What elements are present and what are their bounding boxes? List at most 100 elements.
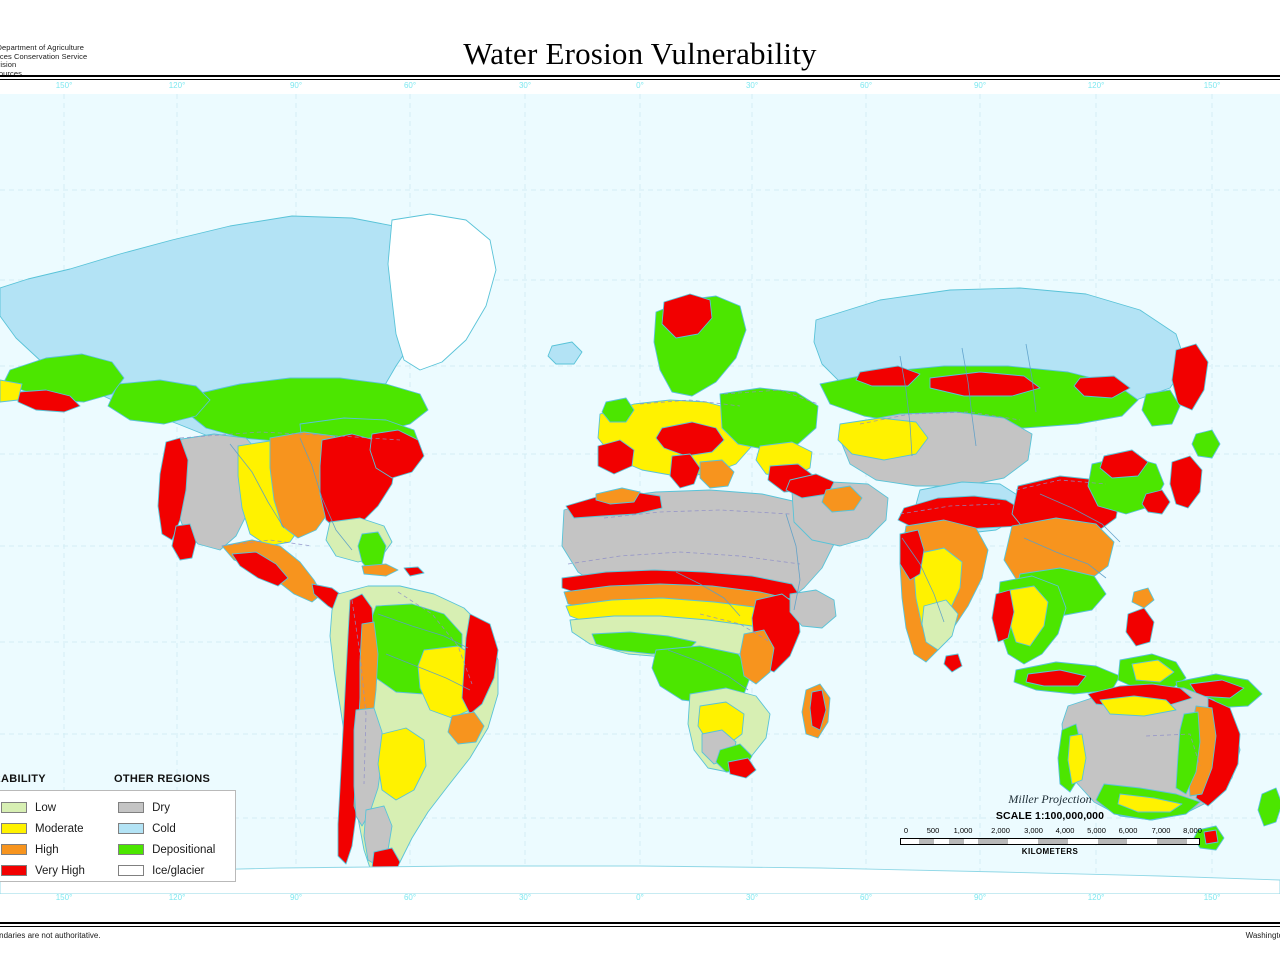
footer-divider-thin: [0, 926, 1280, 927]
longitude-label-3-top: 60°: [403, 81, 417, 90]
legend-label-high: High: [35, 843, 59, 856]
legend-item-moderate[interactable]: Moderate: [1, 818, 104, 839]
longitude-label-0-bottom: 150°: [55, 893, 73, 902]
legend-label-moderate: Moderate: [35, 822, 84, 835]
legend-column-vulnerability: Low Moderate High Very High: [0, 791, 104, 881]
longitude-label-10-top: 150°: [1203, 81, 1221, 90]
footer-disclaimer: Political boundaries are not authoritati…: [0, 931, 101, 940]
scale-tick-3000: 3,000: [1024, 826, 1043, 835]
rivers: [229, 343, 1121, 691]
legend-item-cold[interactable]: Cold: [118, 818, 235, 839]
scale-seg-6: [1157, 839, 1188, 844]
asia: [785, 287, 1263, 709]
swatch-high: [1, 844, 27, 855]
swatch-moderate: [1, 823, 27, 834]
legend-item-low[interactable]: Low: [1, 797, 104, 818]
scale-seg-3: [978, 839, 1009, 844]
legend-item-very-high[interactable]: Very High: [1, 860, 104, 881]
legend-item-high[interactable]: High: [1, 839, 104, 860]
agency-line-1: United States Department of Agriculture: [0, 43, 85, 52]
agency-line-2: Natural Resources Conservation Service: [0, 51, 88, 61]
swatch-cold: [118, 823, 145, 834]
swatch-depositional: [118, 844, 145, 855]
legend-label-ice-glacier: Ice/glacier: [152, 864, 205, 877]
scale-seg-5: [1097, 839, 1128, 844]
scale-tick-500: 500: [926, 826, 940, 835]
longitude-label-1-top: 120°: [168, 81, 186, 90]
australia-oceania: [1057, 683, 1280, 851]
scale-tick-labels: 0 500 1,000 2,000 3,000 4,000 5,000 6,00…: [900, 826, 1202, 837]
scale-block: Miller Projection SCALE 1:100,000,000 0 …: [900, 792, 1202, 856]
agency-credit: United States Department of Agriculture …: [0, 43, 88, 78]
projection-label: Miller Projection: [1008, 792, 1092, 806]
header-divider-thick: [0, 75, 1280, 77]
legend-label-dry: Dry: [152, 801, 170, 814]
legend-label-very-high: Very High: [35, 864, 85, 877]
longitude-label-1-bottom: 120°: [168, 893, 186, 902]
legend-title-vulnerability: VULNERABILITY: [0, 773, 46, 785]
europe: [547, 293, 819, 493]
legend-item-ice-glacier[interactable]: Ice/glacier: [118, 860, 235, 881]
legend-label-low: Low: [35, 801, 57, 814]
longitude-label-2-bottom: 90°: [289, 893, 303, 902]
longitude-label-5-top: 0°: [636, 81, 644, 90]
footer-divider-thick: [0, 922, 1280, 924]
scale-tick-6000: 6,000: [1118, 826, 1138, 835]
legend-column-other-regions: Dry Cold Depositional Ice/glacier: [104, 791, 235, 881]
longitude-label-9-bottom: 120°: [1087, 893, 1105, 902]
world-map-svg[interactable]: [0, 94, 1280, 894]
page-title: Water Erosion Vulnerability: [463, 36, 817, 71]
swatch-dry: [118, 802, 145, 813]
scale-seg-4: [1038, 839, 1068, 844]
longitude-label-6-bottom: 30°: [745, 893, 759, 902]
map-header: United States Department of Agriculture …: [0, 0, 1280, 80]
map-frame: 150° 120° 90° 60° 30° 0° 30° 60° 90° 120° 150° 150…: [0, 80, 1280, 908]
scale-bar: [900, 838, 1200, 845]
scale-seg-2: [948, 839, 964, 844]
longitude-label-9-top: 120°: [1087, 81, 1105, 90]
map-legend: Low Moderate High Very High Dry Co: [0, 790, 236, 882]
agency-line-4: World Soil Resources: [0, 68, 22, 78]
antarctica: [0, 865, 1280, 894]
longitude-label-4-bottom: 30°: [518, 893, 532, 902]
scale-tick-4000: 4,000: [1055, 826, 1075, 835]
longitude-label-7-top: 60°: [859, 81, 873, 90]
scale-tick-5000: 5,000: [1087, 826, 1106, 835]
legend-label-cold: Cold: [152, 822, 176, 835]
africa: [561, 487, 837, 779]
longitude-ruler-bottom: 150° 120° 90° 60° 30° 0° 30° 60° 90° 120° 150°: [0, 892, 1280, 908]
political-borders: [179, 389, 1201, 785]
scale-units-label: KILOMETERS: [1021, 847, 1079, 856]
legend-label-depositional: Depositional: [152, 843, 216, 856]
legend-title-other-regions: OTHER REGIONS: [114, 773, 211, 785]
longitude-label-7-bottom: 60°: [859, 893, 873, 902]
legend-item-depositional[interactable]: Depositional: [118, 839, 235, 860]
longitude-label-0-top: 150°: [55, 81, 73, 90]
agency-line-3: Soil Survey Division: [0, 60, 17, 70]
longitude-label-4-top: 30°: [518, 81, 532, 90]
header-divider-thin: [0, 78, 1280, 80]
scale-seg-1: [918, 839, 934, 844]
swatch-ice-glacier: [118, 865, 145, 876]
swatch-low: [1, 802, 27, 813]
north-america: [0, 213, 497, 617]
scale-tick-8000: 8,000: [1183, 826, 1202, 835]
swatch-very-high: [1, 865, 27, 876]
longitude-label-2-top: 90°: [289, 81, 303, 90]
scale-tick-2000: 2,000: [991, 826, 1010, 835]
longitude-ruler-top: 150° 120° 90° 60° 30° 0° 30° 60° 90° 120° 150°: [0, 80, 1280, 96]
world-map-canvas[interactable]: [0, 94, 1280, 894]
landmasses: [0, 213, 1280, 894]
scale-tick-0: 0: [903, 826, 909, 835]
longitude-label-8-bottom: 90°: [973, 893, 987, 902]
scale-ratio-label: SCALE 1:100,000,000: [995, 810, 1105, 822]
legend-item-dry[interactable]: Dry: [118, 797, 235, 818]
scale-tick-1000: 1,000: [953, 826, 973, 835]
footer-location: Washington, D.C.: [1245, 931, 1280, 940]
longitude-label-5-bottom: 0°: [636, 893, 644, 902]
longitude-label-3-bottom: 60°: [403, 893, 417, 902]
longitude-label-8-top: 90°: [973, 81, 987, 90]
longitude-label-10-bottom: 150°: [1203, 893, 1221, 902]
scale-tick-7000: 7,000: [1151, 826, 1171, 835]
